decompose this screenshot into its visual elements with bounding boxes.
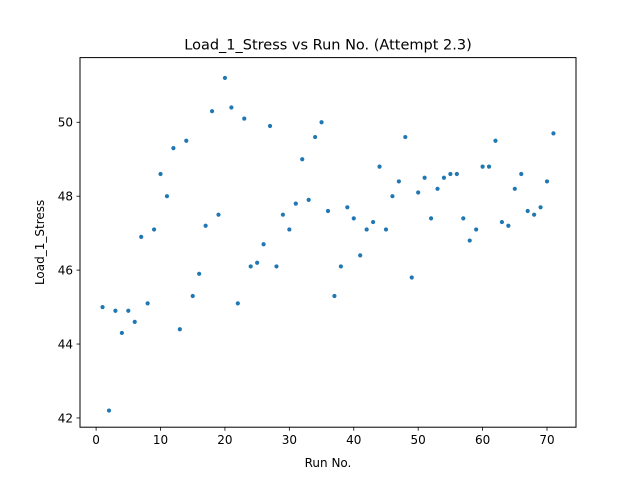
data-point (544, 179, 550, 184)
data-point (370, 219, 376, 225)
data-point (422, 175, 427, 180)
data-point (267, 123, 273, 129)
chart-title: Load_1_Stress vs Run No. (Attempt 2.3) (184, 38, 471, 54)
data-point (474, 227, 479, 232)
data-point (538, 205, 543, 210)
data-point (499, 219, 505, 225)
data-point (428, 216, 434, 221)
data-point (151, 227, 157, 232)
data-point (287, 227, 292, 232)
data-point (300, 157, 305, 162)
data-point (222, 75, 228, 81)
x-tick-label: 30 (282, 433, 297, 447)
data-point (177, 327, 182, 332)
y-tick-label: 42 (58, 411, 73, 425)
y-tick-label: 50 (58, 116, 73, 130)
data-point (461, 216, 466, 221)
data-point (467, 238, 472, 243)
data-points (100, 75, 556, 413)
data-point (403, 134, 408, 140)
data-point (435, 186, 440, 191)
data-point (229, 105, 234, 110)
data-point (274, 264, 279, 269)
data-point (184, 138, 189, 143)
data-point (106, 408, 112, 413)
data-point (139, 234, 144, 239)
data-point (293, 201, 298, 206)
data-point (345, 205, 350, 210)
x-tick-label: 40 (346, 433, 361, 447)
data-point (261, 242, 266, 247)
data-point (171, 146, 176, 151)
data-point (454, 171, 459, 177)
x-tick-label: 70 (539, 433, 554, 447)
y-axis-label: Load_1_Stress (33, 200, 47, 285)
y-tick-label: 48 (58, 190, 73, 204)
data-point (338, 264, 343, 269)
data-point (119, 330, 124, 336)
data-point (190, 293, 195, 299)
data-point (113, 308, 118, 313)
x-tick-label: 20 (217, 433, 232, 447)
data-point (519, 171, 524, 177)
data-point (351, 216, 356, 221)
data-point (377, 164, 382, 169)
data-point (197, 271, 202, 276)
data-point (396, 179, 401, 184)
data-point (255, 260, 260, 265)
data-point (390, 194, 395, 199)
data-point (216, 212, 221, 217)
data-point (416, 190, 421, 195)
data-point (409, 275, 414, 280)
data-point (203, 223, 208, 228)
y-tick-label: 46 (58, 263, 73, 277)
data-point (332, 293, 337, 299)
data-point (209, 109, 215, 114)
data-point (158, 171, 163, 177)
x-tick-label: 60 (475, 433, 490, 447)
data-point (242, 116, 247, 121)
x-axis-label: Run No. (305, 456, 352, 470)
x-axis-ticks: 0 10 20 30 40 50 60 70 (92, 427, 555, 447)
x-tick-label: 0 (92, 433, 100, 447)
data-point (145, 301, 150, 306)
data-point (306, 197, 311, 202)
x-tick-label: 50 (411, 433, 426, 447)
data-point (132, 319, 137, 324)
data-point (358, 253, 363, 258)
data-point (126, 308, 131, 313)
data-point (551, 131, 556, 136)
data-point (532, 212, 537, 217)
data-point (506, 223, 511, 228)
data-point (441, 175, 447, 180)
data-point (280, 212, 286, 217)
data-point (448, 171, 453, 177)
data-point (480, 164, 485, 169)
data-point (512, 186, 517, 191)
data-point (525, 208, 530, 214)
data-point (248, 264, 253, 269)
data-point (235, 301, 240, 306)
y-tick-label: 44 (58, 337, 73, 351)
data-point (100, 304, 105, 310)
data-point (364, 227, 369, 232)
data-point (319, 120, 324, 125)
y-axis-ticks: 42 44 46 48 50 (58, 116, 80, 425)
data-point (313, 134, 318, 140)
data-point (493, 138, 498, 143)
data-point (164, 194, 170, 199)
data-point (486, 164, 492, 169)
plot-area-frame (79, 57, 577, 428)
x-tick-label: 10 (153, 433, 168, 447)
data-point (383, 227, 389, 232)
data-point (325, 208, 331, 214)
